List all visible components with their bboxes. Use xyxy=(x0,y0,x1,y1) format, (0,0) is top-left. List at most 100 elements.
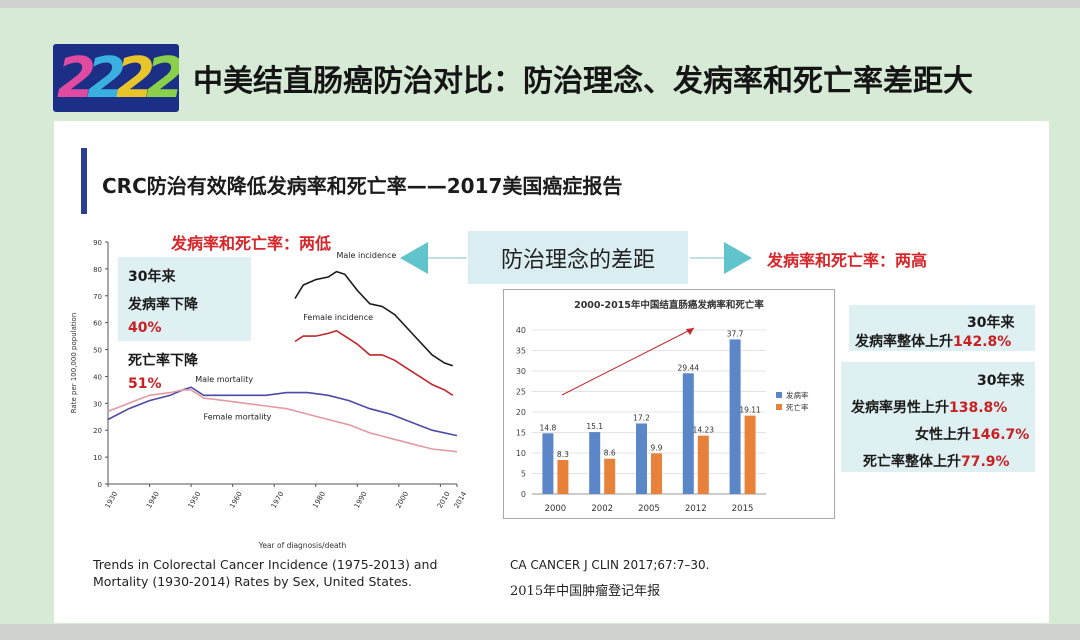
legend-swatch xyxy=(776,392,782,398)
y-tick-label: 20 xyxy=(93,427,102,435)
bar-value-label: 9.9 xyxy=(651,443,663,452)
cn-mortality-line: 死亡率整体上升77.9% xyxy=(863,454,1010,470)
y-tick-label: 5 xyxy=(521,470,526,479)
x-tick-label: 2000 xyxy=(545,504,567,514)
bar-mortality xyxy=(604,458,616,494)
us-mortality-value: 51% xyxy=(128,376,162,392)
y-tick-label: 30 xyxy=(516,367,526,376)
right-heading: 发病率和死亡率：两高 xyxy=(767,251,928,270)
x-tick-label: 2015 xyxy=(732,504,754,514)
y-tick-label: 0 xyxy=(98,481,102,489)
y-axis-label: Rate per 100,000 population xyxy=(70,313,78,414)
bar-mortality xyxy=(651,453,662,494)
bar-mortality xyxy=(697,435,709,494)
bar-value-label: 8.6 xyxy=(604,449,616,458)
bar-mortality xyxy=(557,459,569,494)
bar-incidence xyxy=(729,339,741,494)
cn-source: 2015年中国肿瘤登记年报 xyxy=(510,584,661,599)
subtitle: CRC防治有效降低发病率和死亡率——2017美国癌症报告 xyxy=(102,174,623,198)
left-caption-line-2: Mortality (1930-2014) Rates by Sex, Unit… xyxy=(93,574,413,589)
series-line-female-incidence xyxy=(294,329,454,396)
bar-incidence xyxy=(589,432,601,494)
us-period: 30年来 xyxy=(128,269,176,285)
y-tick-label: 40 xyxy=(93,373,102,381)
us-stats-box: 30年来 发病率下降 40% xyxy=(118,257,251,341)
y-tick-label: 0 xyxy=(521,490,526,499)
x-tick-label: 1950 xyxy=(187,490,203,509)
us-incidence-value: 40% xyxy=(128,320,162,336)
cn-stats-box-1: 30年来 发病率整体上升142.8% xyxy=(849,305,1035,351)
center-label: 防治理念的差距 xyxy=(468,231,688,284)
x-tick-label: 1980 xyxy=(311,490,327,509)
right-arrow-tail xyxy=(690,257,724,259)
x-tick-label: 2002 xyxy=(591,504,613,514)
y-tick-label: 50 xyxy=(93,347,102,355)
china-bar-chart: 2000-2015年中国结直肠癌发病率和死亡率 0 5 10 15 20 25 30 35 40 2… xyxy=(516,299,809,514)
x-tick-label: 1930 xyxy=(104,490,120,509)
left-heading: 发病率和死亡率：两低 xyxy=(171,234,332,253)
x-axis-label: Year of diagnosis/death xyxy=(258,541,347,550)
bar-incidence xyxy=(636,423,647,494)
x-tick-label: 2014 xyxy=(453,490,469,510)
trend-arrow-head xyxy=(686,328,694,335)
cn-box2-period: 30年来 xyxy=(977,373,1025,389)
left-caption-line-1: Trends in Colorectal Cancer Incidence (1… xyxy=(93,557,438,572)
cn-stats-box-2: 30年来 发病率男性上升138.8% 女性上升146.7% 死亡率整体上升77.… xyxy=(841,362,1035,472)
x-tick-label: 1970 xyxy=(270,490,286,509)
left-arrow-icon xyxy=(400,242,428,274)
legend-swatch xyxy=(776,404,782,410)
y-tick-label: 10 xyxy=(516,449,526,458)
y-tick-label: 20 xyxy=(516,408,526,417)
page-title: 中美结直肠癌防治对比：防治理念、发病率和死亡率差距大 xyxy=(193,64,973,99)
trend-arrow xyxy=(561,327,695,396)
series-line-male-incidence xyxy=(294,270,454,367)
y-tick-label: 80 xyxy=(93,266,102,274)
chart-title: 2000-2015年中国结直肠癌发病率和死亡率 xyxy=(574,299,764,311)
bar-value-label: 37.7 xyxy=(727,329,744,338)
y-tick-label: 10 xyxy=(93,454,102,462)
bar-value-label: 14.23 xyxy=(693,426,715,435)
y-tick-label: 30 xyxy=(93,400,102,408)
y-tick-label: 90 xyxy=(93,239,102,247)
cn-box1-line: 发病率整体上升142.8% xyxy=(855,334,1012,350)
series-label: Male mortality xyxy=(195,375,253,384)
legend-label: 发病率 xyxy=(786,390,809,400)
left-caption: Trends in Colorectal Cancer Incidence (1… xyxy=(93,556,437,590)
y-tick-label: 70 xyxy=(93,293,102,301)
y-tick-label: 25 xyxy=(516,388,526,397)
china-bar-chart-frame: 2000-2015年中国结直肠癌发病率和死亡率 0 5 10 15 20 25 30 35 40 2… xyxy=(503,289,835,519)
x-tick-label: 2012 xyxy=(685,504,707,514)
logo-digit-4: 2 xyxy=(146,46,179,111)
bar-mortality xyxy=(744,415,756,494)
bar-value-label: 19.11 xyxy=(739,406,761,415)
x-tick-label: 2000 xyxy=(394,490,410,509)
bar-value-label: 17.2 xyxy=(633,413,650,422)
bar-incidence xyxy=(682,373,694,494)
series-label: Female mortality xyxy=(204,412,272,421)
bar-incidence xyxy=(542,433,554,494)
series-line-male-mortality xyxy=(107,386,458,437)
series-label: Female incidence xyxy=(303,313,373,322)
series-label: Male incidence xyxy=(337,251,397,260)
cn-male-line: 发病率男性上升138.8% xyxy=(851,400,1008,416)
y-tick-label: 60 xyxy=(93,320,102,328)
right-arrow-icon xyxy=(724,242,752,274)
citation: CA CANCER J CLIN 2017;67:7–30. xyxy=(510,558,710,572)
us-incidence-label: 发病率下降 xyxy=(128,297,198,313)
series-line-female-mortality xyxy=(107,389,458,453)
cn-box1-period: 30年来 xyxy=(967,315,1015,331)
us-trend-line-chart: 0 10 20 30 40 50 60 70 80 90 1930 1940 1950 1960 1970 1… xyxy=(70,239,469,550)
x-tick-label: 1960 xyxy=(228,490,244,509)
logo: 2 2 2 2 xyxy=(53,44,179,112)
x-tick-label: 2005 xyxy=(638,504,660,514)
bar-value-label: 14.8 xyxy=(540,423,557,432)
y-tick-label: 40 xyxy=(516,326,526,335)
x-tick-label: 2010 xyxy=(436,490,452,509)
logo-digit-2: 2 xyxy=(87,46,126,111)
cn-female-line: 女性上升146.7% xyxy=(915,427,1030,443)
x-tick-label: 1940 xyxy=(145,490,161,509)
bar-value-label: 8.3 xyxy=(557,450,569,459)
logo-digit-3: 2 xyxy=(116,46,155,111)
subtitle-accent-bar xyxy=(81,148,87,214)
y-tick-label: 35 xyxy=(516,347,526,356)
